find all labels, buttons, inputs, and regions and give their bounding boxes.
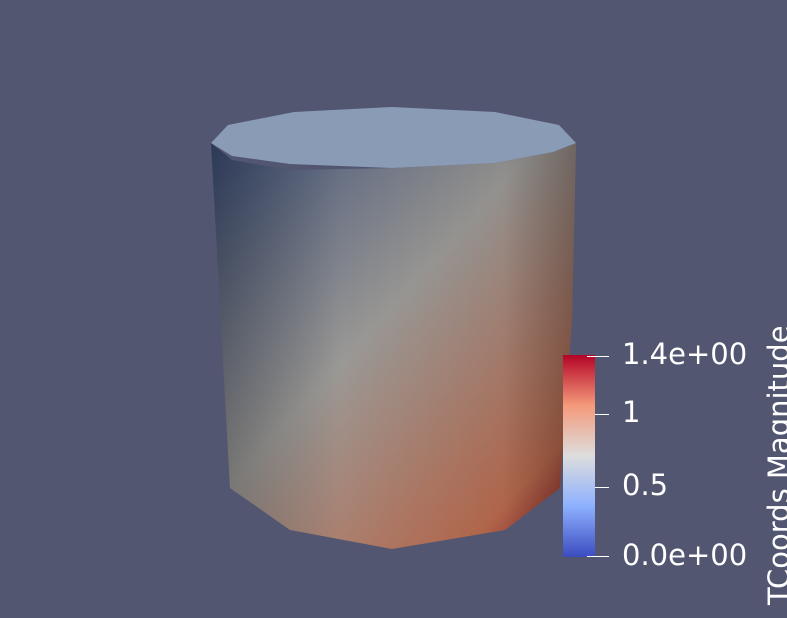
tick-label-max: 1.4e+00 [622,337,748,371]
scalar-bar-title: TCoords Magnitude [762,325,787,605]
tick-line [595,414,609,415]
tick-label-0-5: 0.5 [622,468,669,502]
tick-label-min: 0.0e+00 [622,538,748,572]
scalar-bar-colormap [563,355,595,557]
cylinder-top [211,107,576,168]
tick-label-1: 1 [622,395,641,429]
cylinder-side-shading [211,143,576,549]
tick-line [587,556,609,557]
tick-line [595,487,609,488]
cylinder[interactable] [211,107,576,549]
tick-line [587,356,609,357]
